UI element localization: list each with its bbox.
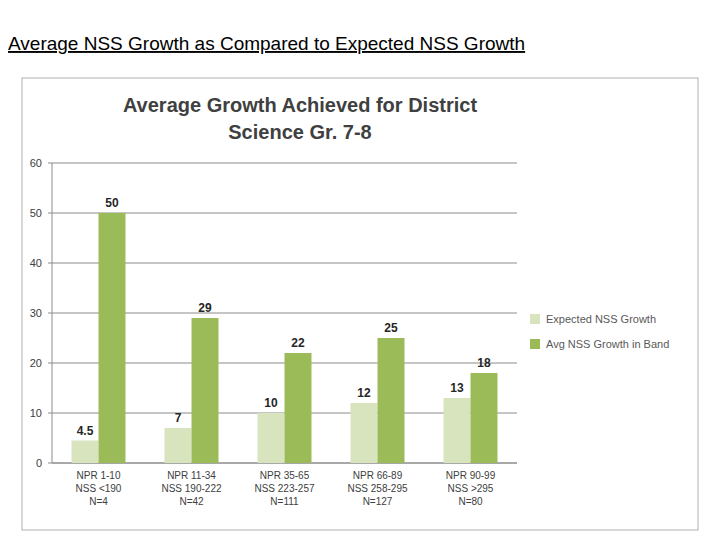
data-label: 12 — [357, 386, 371, 400]
data-label: 18 — [477, 356, 491, 370]
bar — [165, 428, 192, 463]
x-tick-label: NPR 35-65 NSS 223-257 N=111 — [254, 470, 314, 507]
y-tick — [48, 313, 52, 314]
bar — [471, 373, 498, 463]
x-label-line: NPR 11-34 — [167, 470, 216, 481]
x-label-line: NSS 258-295 — [347, 483, 407, 494]
bar — [285, 353, 312, 463]
x-label-line: NPR 35-65 — [260, 470, 310, 481]
legend-swatch — [530, 314, 540, 324]
x-tick-label: NPR 90-99 NSS >295 N=80 — [446, 470, 496, 507]
y-tick-label: 30 — [30, 307, 42, 319]
y-tick — [48, 463, 52, 464]
chart-title: Average Growth Achieved for District Scie… — [123, 94, 478, 143]
bars — [72, 213, 498, 463]
data-label: 4.5 — [77, 424, 94, 438]
y-tick — [48, 213, 52, 214]
y-tick — [48, 263, 52, 264]
x-tick-label: NPR 1-10 NSS <190 N=4 — [76, 470, 122, 507]
x-label-line: N=4 — [89, 496, 108, 507]
bar — [99, 213, 126, 463]
data-label: 25 — [384, 321, 398, 335]
x-label-line: NSS <190 — [76, 483, 122, 494]
x-label-line: NPR 90-99 — [446, 470, 496, 481]
chart-frame — [22, 78, 698, 530]
y-tick-label: 20 — [30, 357, 42, 369]
y-tick-label: 50 — [30, 207, 42, 219]
data-label: 13 — [450, 381, 464, 395]
legend-swatch — [530, 339, 540, 349]
title-line: Average Growth Achieved for District — [123, 94, 478, 116]
y-tick-label: 40 — [30, 257, 42, 269]
y-tick — [48, 363, 52, 364]
bar — [72, 441, 99, 464]
y-tick — [48, 163, 52, 164]
legend-label: Avg NSS Growth in Band — [546, 338, 669, 350]
title-line: Science Gr. 7-8 — [228, 121, 371, 143]
x-tick-label: NPR 66-89 NSS 258-295 N=127 — [347, 470, 407, 507]
x-label-line: NSS >295 — [448, 483, 494, 494]
bar — [192, 318, 219, 463]
bar — [351, 403, 378, 463]
data-label: 7 — [175, 411, 182, 425]
x-label-line: N=42 — [179, 496, 204, 507]
y-tick-label: 10 — [30, 407, 42, 419]
x-label-line: N=111 — [270, 496, 299, 507]
data-label: 50 — [105, 196, 119, 210]
x-label-line: N=80 — [458, 496, 483, 507]
legend-label: Expected NSS Growth — [546, 313, 656, 325]
grid-line — [52, 163, 517, 164]
x-tick-label: NPR 11-34 NSS 190-222 N=42 — [161, 470, 221, 507]
y-axis — [52, 163, 53, 463]
data-label: 22 — [291, 336, 305, 350]
data-label: 29 — [198, 301, 212, 315]
heading: Average NSS Growth as Compared to Expect… — [8, 33, 525, 54]
page: Average NSS Growth as Compared to Expect… — [0, 0, 720, 540]
bar — [444, 398, 471, 463]
y-tick — [48, 413, 52, 414]
y-tick-label: 60 — [30, 157, 42, 169]
x-label-line: NSS 223-257 — [254, 483, 314, 494]
y-tick-label: 0 — [36, 457, 42, 469]
chart-svg: Average NSS Growth as Compared to Expect… — [0, 0, 720, 540]
data-label: 10 — [264, 396, 278, 410]
legend: Expected NSS Growth Avg NSS Growth in Ban… — [530, 313, 669, 350]
x-label-line: NSS 190-222 — [161, 483, 221, 494]
bar — [258, 413, 285, 463]
bar — [378, 338, 405, 463]
x-label-line: NPR 1-10 — [77, 470, 121, 481]
x-label-line: NPR 66-89 — [353, 470, 403, 481]
x-label-line: N=127 — [363, 496, 393, 507]
